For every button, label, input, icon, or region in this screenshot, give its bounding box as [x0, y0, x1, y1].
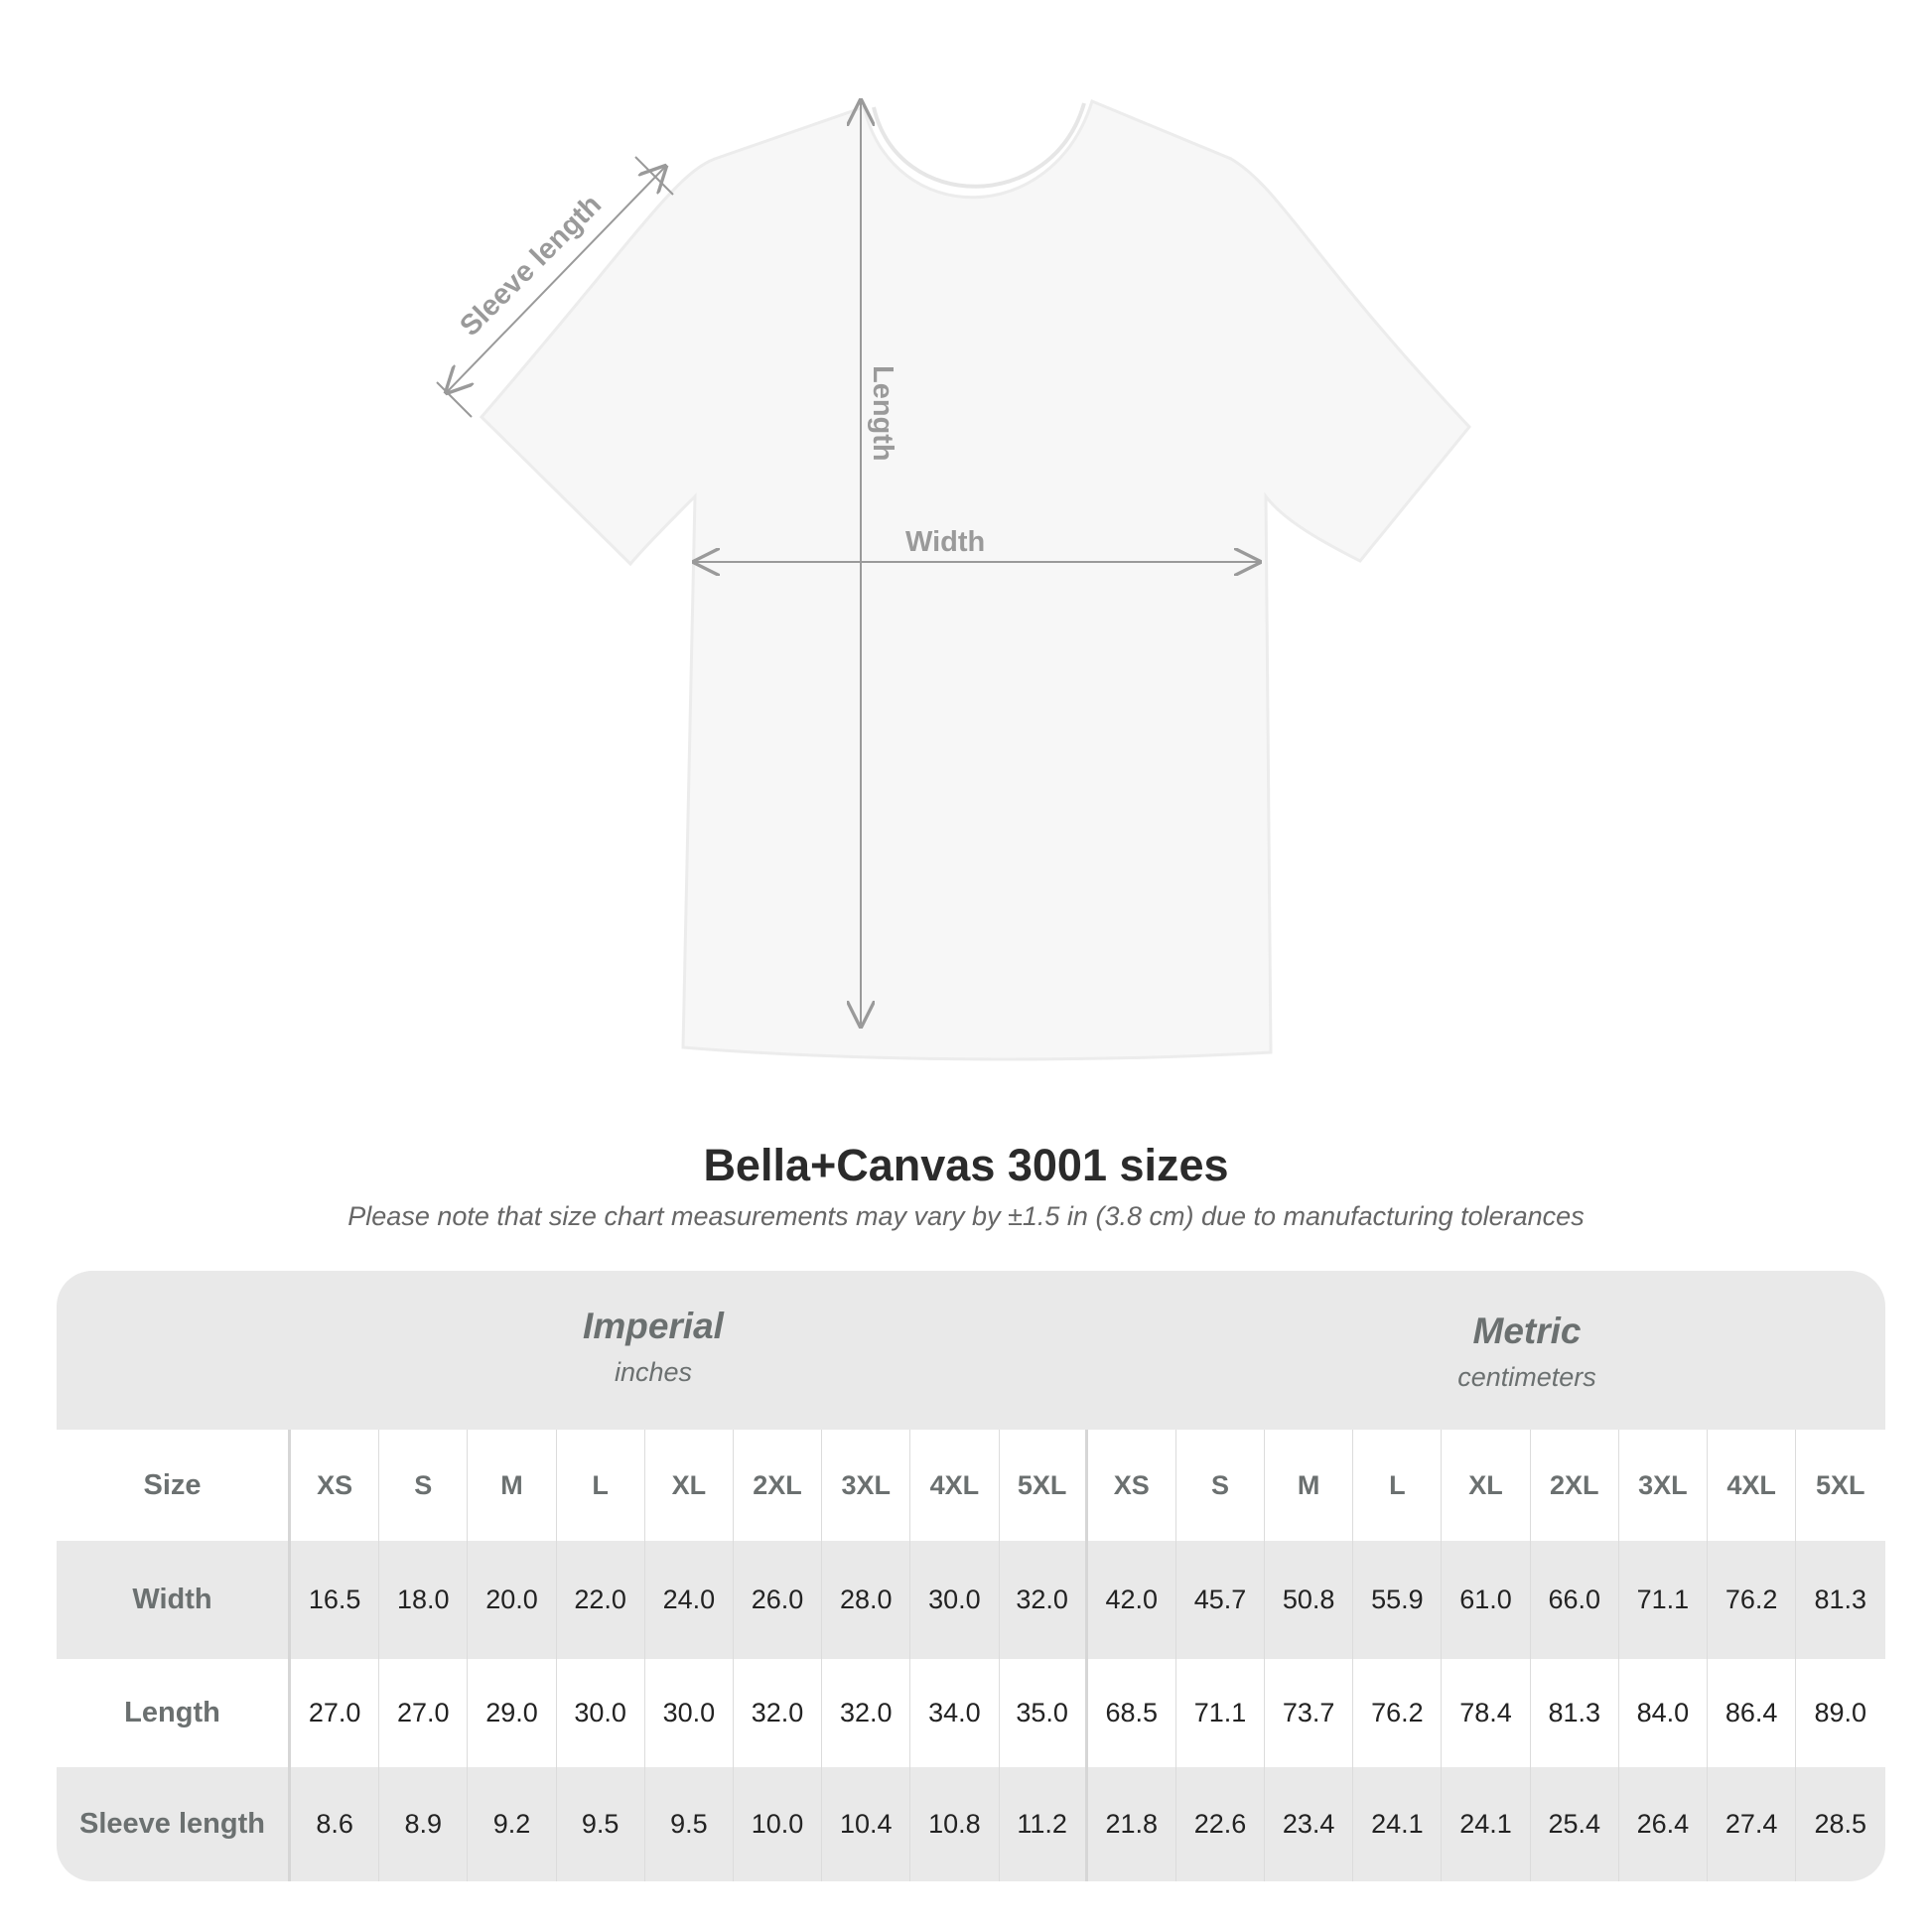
table-row: Length 27.0 27.0 29.0 30.0 30.0 32.0 32.0 34.0 35…	[57, 1659, 1885, 1767]
tolerance-note: Please note that size chart measurements…	[347, 1201, 1585, 1231]
metric-value-cell: 24.1	[1353, 1767, 1443, 1881]
imperial-value-cell: 27.0	[291, 1659, 380, 1767]
imperial-value-cell: 28.0	[822, 1541, 911, 1659]
metric-value-cell: 45.7	[1176, 1541, 1266, 1659]
imperial-value-cell: 24.0	[645, 1541, 734, 1659]
imperial-value-cell: 26.0	[734, 1541, 823, 1659]
metric-header: Metric centimeters	[1129, 1311, 1885, 1393]
row-label: Length	[57, 1659, 291, 1767]
size-table: Imperial inches Metric centimeters Size X…	[57, 1271, 1885, 1881]
imperial-value-cell: 8.9	[379, 1767, 469, 1881]
imperial-size-header: M	[468, 1430, 557, 1541]
length-label: Length	[867, 365, 898, 462]
metric-value-cell: 42.0	[1088, 1541, 1176, 1659]
imperial-size-header: L	[557, 1430, 645, 1541]
metric-value-cell: 27.4	[1708, 1767, 1797, 1881]
imperial-title: Imperial	[583, 1306, 724, 1346]
metric-value-cell: 86.4	[1708, 1659, 1797, 1767]
metric-value-cell: 71.1	[1176, 1659, 1266, 1767]
metric-title: Metric	[1472, 1311, 1582, 1351]
metric-value-cell: 81.3	[1814, 1585, 1867, 1614]
imperial-size-header: S	[379, 1430, 469, 1541]
imperial-value-cell: 20.0	[468, 1541, 557, 1659]
size-label: Size	[57, 1430, 291, 1541]
metric-value-cell: 68.5	[1088, 1659, 1176, 1767]
metric-value-cell: 89.0	[1814, 1698, 1867, 1727]
metric-value-cell: 22.6	[1176, 1767, 1266, 1881]
imperial-header: Imperial inches	[255, 1306, 1051, 1388]
chart-title: Bella+Canvas 3001 sizes	[703, 1140, 1229, 1190]
metric-size-header: 3XL	[1619, 1430, 1708, 1541]
metric-size-header: 4XL	[1708, 1430, 1797, 1541]
imperial-value-cell: 22.0	[557, 1541, 645, 1659]
imperial-value-cell: 32.0	[822, 1659, 911, 1767]
imperial-value-cell: 32.0	[1000, 1541, 1088, 1659]
imperial-value-cell: 29.0	[468, 1659, 557, 1767]
imperial-size-header: XS	[291, 1430, 380, 1541]
imperial-size-header: 5XL	[1000, 1430, 1088, 1541]
metric-size-header: S	[1176, 1430, 1266, 1541]
width-label: Width	[905, 526, 985, 558]
metric-value-cell: 76.2	[1708, 1541, 1797, 1659]
imperial-value-cell: 10.0	[734, 1767, 823, 1881]
imperial-value-cell: 9.5	[645, 1767, 734, 1881]
tshirt-shape	[479, 98, 1471, 1061]
imperial-value-cell: 27.0	[379, 1659, 469, 1767]
imperial-size-header: 4XL	[910, 1430, 1000, 1541]
imperial-value-cell: 30.0	[557, 1659, 645, 1767]
metric-value-cell: 25.4	[1531, 1767, 1619, 1881]
imperial-value-cell: 30.0	[910, 1541, 1000, 1659]
imperial-value-cell: 10.4	[822, 1767, 911, 1881]
metric-value-cell: 55.9	[1353, 1541, 1443, 1659]
sleeve-arrow	[447, 167, 665, 392]
unit-header: Imperial inches Metric centimeters	[57, 1271, 1885, 1430]
imperial-value-cell: 10.8	[910, 1767, 1000, 1881]
metric-size-header: XL	[1442, 1430, 1531, 1541]
metric-value-cell: 28.5	[1814, 1809, 1867, 1839]
metric-value-cell: 71.1	[1619, 1541, 1708, 1659]
imperial-unit: inches	[614, 1357, 693, 1387]
metric-size-header: M	[1265, 1430, 1354, 1541]
metric-value-cell: 61.0	[1442, 1541, 1531, 1659]
row-label: Width	[57, 1541, 291, 1659]
metric-value-cell: 76.2	[1353, 1659, 1443, 1767]
metric-size-header: 5XL	[1816, 1469, 1865, 1500]
imperial-value-cell: 35.0	[1000, 1659, 1088, 1767]
imperial-value-cell: 16.5	[291, 1541, 380, 1659]
imperial-value-cell: 34.0	[910, 1659, 1000, 1767]
table-row: Width 16.5 18.0 20.0 22.0 24.0 26.0 28.0 30.0 32.…	[57, 1541, 1885, 1659]
imperial-value-cell: 30.0	[645, 1659, 734, 1767]
imperial-value-cell: 9.5	[557, 1767, 645, 1881]
tshirt-diagram: Sleeve length Length Width	[436, 0, 1471, 1061]
metric-value-cell: 81.3	[1531, 1659, 1619, 1767]
metric-value-cell: 66.0	[1531, 1541, 1619, 1659]
row-label: Sleeve length	[57, 1767, 291, 1881]
metric-value-cell: 84.0	[1619, 1659, 1708, 1767]
table-row: Sleeve length 8.6 8.9 9.2 9.5 9.5 10.0 10.4 10.8…	[57, 1767, 1885, 1881]
imperial-value-cell: 8.6	[291, 1767, 380, 1881]
imperial-value-cell: 9.2	[468, 1767, 557, 1881]
imperial-size-header: XL	[645, 1430, 734, 1541]
imperial-size-header: 3XL	[822, 1430, 911, 1541]
metric-value-cell: 23.4	[1265, 1767, 1354, 1881]
metric-unit: centimeters	[1457, 1362, 1596, 1392]
metric-value-cell: 26.4	[1619, 1767, 1708, 1881]
metric-value-cell: 78.4	[1442, 1659, 1531, 1767]
imperial-value-cell: 32.0	[734, 1659, 823, 1767]
metric-value-cell: 24.1	[1442, 1767, 1531, 1881]
metric-size-header: L	[1353, 1430, 1443, 1541]
metric-size-header: 2XL	[1531, 1430, 1619, 1541]
metric-value-cell: 21.8	[1088, 1767, 1176, 1881]
imperial-value-cell: 11.2	[1000, 1767, 1088, 1881]
size-header-row: Size XS S M L XL 2XL 3XL 4XL 5XL XS S M L XL 2XL 3XL 4XL 5…	[57, 1430, 1885, 1541]
metric-value-cell: 73.7	[1265, 1659, 1354, 1767]
imperial-value-cell: 18.0	[379, 1541, 469, 1659]
metric-value-cell: 50.8	[1265, 1541, 1354, 1659]
metric-size-header: XS	[1088, 1430, 1176, 1541]
imperial-size-header: 2XL	[734, 1430, 823, 1541]
